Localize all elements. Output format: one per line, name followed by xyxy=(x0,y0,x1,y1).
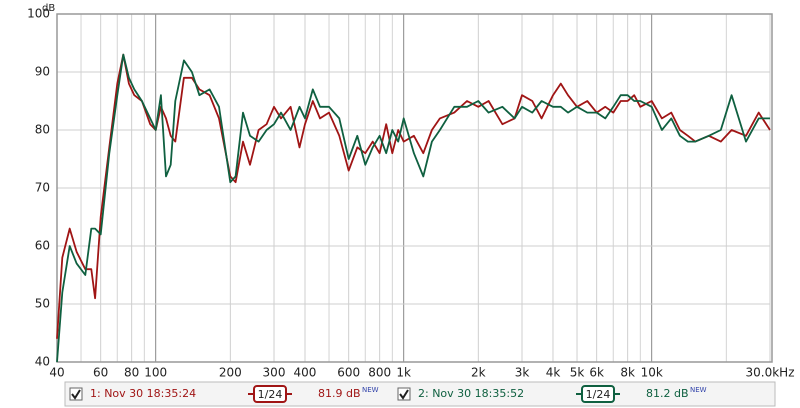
x-tick-label: 600 xyxy=(337,366,360,380)
y-tick-label: 50 xyxy=(35,297,50,311)
level-label: 81.2 dB xyxy=(646,387,689,400)
level-tag: NEW xyxy=(690,386,707,394)
y-tick-label: 90 xyxy=(35,65,50,79)
x-tick-label: 100 xyxy=(144,366,167,380)
y-tick-label: 60 xyxy=(35,239,50,253)
response-curve xyxy=(56,53,771,339)
x-tick-label: 1k xyxy=(396,366,411,380)
x-tick-label: 60 xyxy=(93,366,108,380)
x-tick-label: 300 xyxy=(263,366,286,380)
x-tick-label: 5k xyxy=(570,366,585,380)
x-tick-label: 400 xyxy=(294,366,317,380)
legend-entry: 2: Nov 30 18:35:52 1/24 81.2 dB NEW xyxy=(397,385,707,403)
y-tick-label: 80 xyxy=(35,123,50,137)
x-tick-label: 30.0kHz xyxy=(746,366,795,380)
x-tick-label: 800 xyxy=(368,366,391,380)
x-tick-label: 3k xyxy=(515,366,530,380)
legend-bar xyxy=(64,381,776,407)
smoothing-badge[interactable] xyxy=(253,385,287,403)
plot-border xyxy=(56,13,773,363)
y-tick-label: 40 xyxy=(35,355,50,369)
response-curve xyxy=(56,53,770,363)
y-tick-label: 100 xyxy=(27,7,50,21)
legend-label: 1: Nov 30 18:35:24 xyxy=(90,387,196,400)
checkmark xyxy=(399,389,409,400)
x-tick-label: 200 xyxy=(219,366,242,380)
smoothing-label: 1/24 xyxy=(586,388,611,401)
x-tick-label: 40 xyxy=(49,366,64,380)
legend-label: 2: Nov 30 18:35:52 xyxy=(418,387,524,400)
checkmark xyxy=(71,389,81,400)
level-label: 81.9 dB xyxy=(318,387,361,400)
x-tick-label: 4k xyxy=(546,366,561,380)
x-tick-label: 8k xyxy=(620,366,635,380)
x-tick-label: 2k xyxy=(471,366,486,380)
x-tick-label: 10k xyxy=(641,366,663,380)
x-tick-label: 80 xyxy=(124,366,139,380)
y-axis-label: dB xyxy=(42,3,55,14)
y-tick-label: 70 xyxy=(35,181,50,195)
smoothing-label: 1/24 xyxy=(258,388,283,401)
x-tick-label: 6k xyxy=(589,366,604,380)
level-tag: NEW xyxy=(362,386,379,394)
legend-entry: 1: Nov 30 18:35:24 1/24 81.9 dB NEW xyxy=(69,385,379,403)
smoothing-badge[interactable] xyxy=(581,385,615,403)
